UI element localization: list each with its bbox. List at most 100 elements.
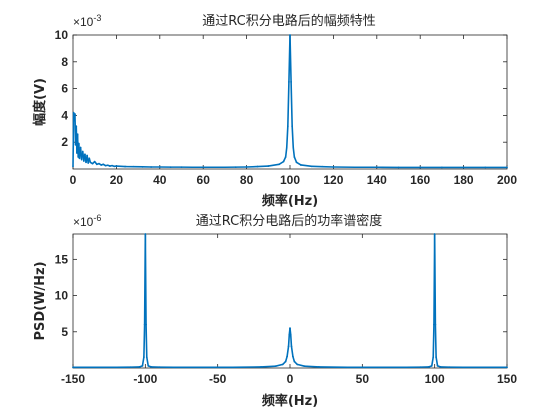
- psd-data-point-31: [303, 365, 306, 367]
- amplitude-data-point-22: [93, 160, 96, 163]
- amplitude-line-segment-59: [295, 161, 302, 166]
- psd-data-point-36: [419, 366, 422, 368]
- psd-data-point-22: [286, 355, 288, 358]
- amplitude-data-point-9: [78, 142, 80, 145]
- psd-data-point-27: [290, 345, 293, 348]
- amplitude-data-point-21: [91, 162, 94, 165]
- psd-line-segment-42: [434, 323, 437, 358]
- psd-line-segment-27: [290, 345, 294, 358]
- amplitude-chart-title: 通过RC积分电路后的幅频特性: [202, 13, 375, 29]
- amplitude-line-segment-58: [293, 156, 298, 164]
- amplitude-data-point-48: [278, 163, 280, 166]
- psd-x-tick-label-0: -150: [61, 372, 85, 386]
- amplitude-data-point-36: [150, 166, 152, 168]
- amplitude-data-point-0: [72, 165, 74, 168]
- amplitude-data-point-14: [83, 160, 85, 162]
- amplitude-data-point-57: [292, 146, 295, 149]
- amplitude-data-point-53: [288, 81, 290, 83]
- amplitude-data-point-10: [78, 157, 81, 160]
- psd-data-point-23: [287, 345, 290, 348]
- psd-data-point-43: [435, 356, 437, 358]
- amplitude-ticks: 0 20 40 60 80 100 120 140 160 180 200 2 4 6 8 10: [55, 28, 518, 187]
- psd-line-segment-11: [145, 356, 150, 367]
- psd-data-point-25: [289, 327, 291, 329]
- amplitude-x-tick-label-5: 100: [280, 173, 300, 187]
- amplitude-data-point-47: [267, 165, 270, 167]
- amplitude-y-exponent: ×10-3: [73, 13, 101, 29]
- psd-data-point-18: [260, 366, 262, 368]
- psd-data-point-5: [138, 366, 141, 368]
- amplitude-data-point-24: [98, 162, 100, 165]
- psd-data-point-34: [376, 366, 378, 369]
- psd-line-segment-6: [141, 356, 145, 367]
- amplitude-x-tick-label-3: 60: [197, 173, 211, 187]
- psd-data-point-14: [159, 366, 161, 368]
- amplitude-data-point-29: [109, 165, 111, 167]
- amplitude-y-tick-label-0: 2: [61, 135, 68, 149]
- psd-data-point-44: [436, 365, 439, 367]
- amplitude-data-point-32: [115, 165, 118, 167]
- amplitude-data-point-23: [96, 163, 98, 166]
- psd-data-point-35: [404, 366, 407, 369]
- psd-line-segment-43: [435, 356, 439, 367]
- amplitude-data-point-7: [76, 133, 79, 135]
- amplitude-y-tick-label-3: 8: [61, 55, 68, 69]
- psd-data-point-48: [477, 366, 479, 369]
- amplitude-line-segment-48: [278, 160, 285, 166]
- amplitude-data-point-35: [141, 166, 144, 168]
- amplitude-data-point-71: [506, 166, 508, 169]
- psd-data-point-28: [292, 355, 294, 358]
- amplitude-data-point-41: [202, 166, 204, 169]
- psd-x-tick-label-3: 0: [287, 372, 294, 386]
- amplitude-line-segment-32: [115, 165, 126, 168]
- amplitude-data-point-55: [290, 81, 292, 83]
- amplitude-data-point-67: [419, 166, 422, 169]
- amplitude-data-point-60: [300, 164, 302, 166]
- psd-line-segment-41: [433, 233, 437, 326]
- psd-line-segment-18: [260, 365, 277, 368]
- amplitude-data-point-54: [289, 34, 291, 36]
- psd-line-segment-28: [292, 355, 296, 363]
- psd-data-point-30: [296, 363, 299, 366]
- psd-line-segment-9: [144, 233, 147, 326]
- psd-y-tick-label-0: 5: [61, 325, 68, 339]
- amplitude-data-point-61: [310, 165, 313, 168]
- amplitude-data-point-39: [180, 166, 183, 168]
- amplitude-data-point-50: [284, 156, 287, 158]
- amplitude-data-point-26: [102, 163, 105, 166]
- psd-data-point-41: [433, 233, 436, 235]
- amplitude-line-segment-55: [290, 81, 293, 127]
- amplitude-data-point-6: [76, 152, 78, 154]
- psd-data-point-8: [143, 323, 146, 326]
- psd-data-point-40: [433, 323, 435, 326]
- amplitude-data-point-5: [75, 125, 78, 127]
- psd-ticks: -150 -100 -50 0 50 100 150 5 10 15: [55, 234, 517, 386]
- amplitude-data-point-66: [397, 166, 400, 169]
- psd-line-segment-23: [287, 333, 291, 348]
- amplitude-data-point-56: [291, 125, 293, 127]
- amplitude-data-point-69: [462, 166, 465, 169]
- amplitude-data-point-3: [74, 113, 76, 115]
- amplitude-data-point-58: [293, 156, 296, 158]
- psd-data-point-24: [288, 333, 291, 336]
- psd-data-point-1: [86, 366, 89, 369]
- amplitude-data-point-49: [282, 160, 285, 163]
- amplitude-x-tick-label-4: 80: [240, 173, 254, 187]
- psd-y-tick-label-2: 15: [55, 252, 69, 266]
- amplitude-line-segment-49: [282, 156, 287, 163]
- psd-data-point-2: [101, 366, 103, 369]
- psd-line-segment-26: [289, 333, 293, 348]
- amplitude-data-point-15: [84, 153, 86, 156]
- amplitude-data-point-8: [77, 156, 80, 158]
- amplitude-data-point-34: [132, 165, 135, 168]
- amplitude-x-tick-label-0: 0: [70, 173, 77, 187]
- amplitude-line-segment-51: [285, 125, 289, 149]
- amplitude-data-point-4: [74, 144, 77, 146]
- amplitude-data-point-28: [106, 164, 109, 167]
- psd-x-tick-label-6: 150: [497, 372, 517, 386]
- amplitude-line-segment-46: [256, 165, 270, 168]
- amplitude-line-segment-52: [287, 81, 290, 127]
- psd-x-tick-label-2: -50: [209, 372, 227, 386]
- amplitude-line-segment-54: [289, 34, 292, 83]
